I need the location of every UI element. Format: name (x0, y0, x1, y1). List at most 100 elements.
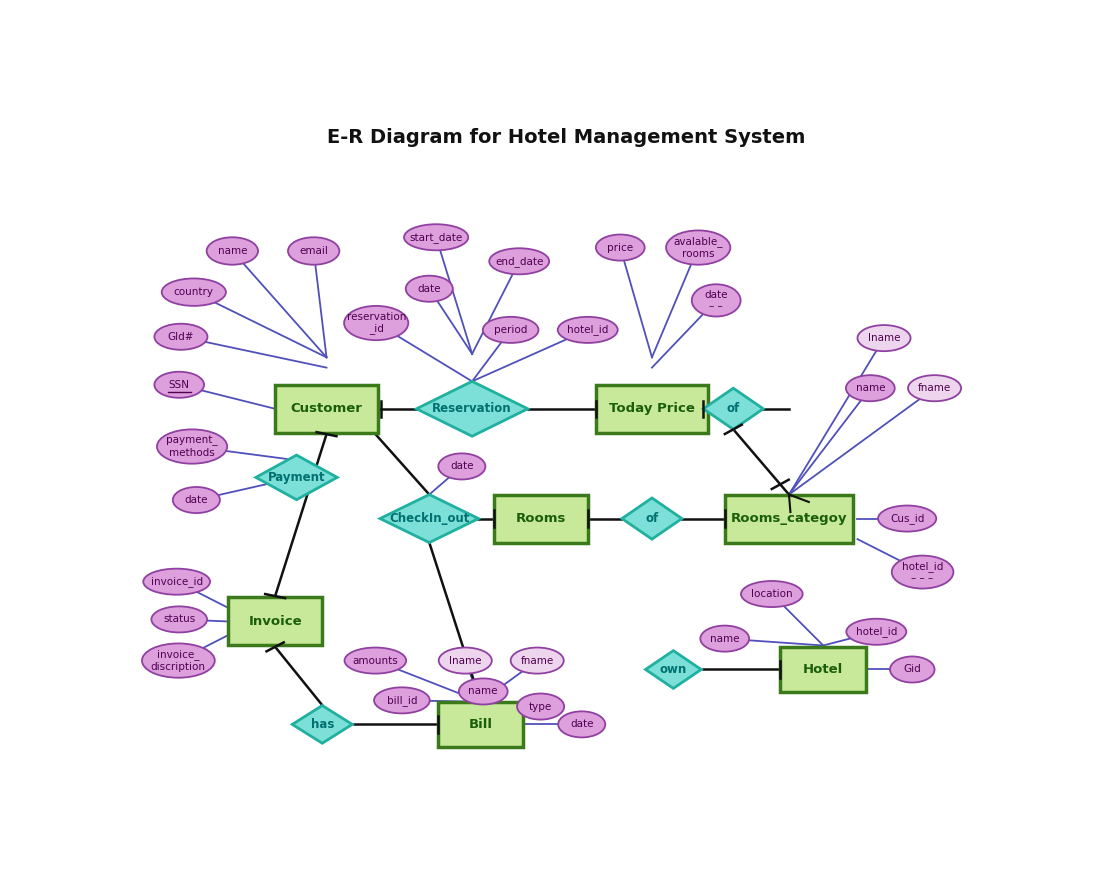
Text: name: name (855, 383, 885, 393)
Text: avalable_
rooms: avalable_ rooms (673, 236, 723, 258)
Ellipse shape (406, 275, 453, 302)
Text: Gid: Gid (904, 665, 922, 674)
Text: Invoice: Invoice (249, 615, 302, 628)
Text: has: has (311, 718, 334, 731)
Text: lname: lname (867, 333, 901, 343)
Text: date: date (570, 719, 593, 730)
Ellipse shape (846, 618, 906, 645)
Text: name: name (218, 246, 248, 256)
Polygon shape (645, 650, 702, 689)
Ellipse shape (151, 607, 207, 633)
FancyBboxPatch shape (438, 702, 524, 747)
Text: Cus_id: Cus_id (890, 513, 925, 524)
Text: hotel_id
– – –: hotel_id – – – (902, 560, 944, 584)
Text: Rooms_categoy: Rooms_categoy (730, 512, 848, 525)
Polygon shape (417, 381, 528, 437)
Text: date: date (450, 462, 474, 471)
Text: price: price (608, 242, 633, 252)
Ellipse shape (345, 648, 407, 674)
FancyBboxPatch shape (780, 647, 866, 691)
Ellipse shape (439, 454, 485, 479)
Ellipse shape (161, 278, 225, 306)
Ellipse shape (288, 237, 339, 265)
Ellipse shape (144, 568, 210, 594)
Ellipse shape (155, 372, 204, 397)
Ellipse shape (558, 711, 606, 738)
Ellipse shape (596, 234, 644, 260)
Ellipse shape (666, 231, 730, 265)
Polygon shape (293, 706, 352, 743)
Ellipse shape (459, 678, 507, 705)
Ellipse shape (558, 317, 618, 343)
Text: Customer: Customer (291, 403, 362, 415)
Text: Payment: Payment (267, 471, 325, 484)
Text: location: location (751, 589, 792, 599)
Text: date: date (418, 283, 441, 294)
Ellipse shape (878, 505, 936, 532)
Text: invoice_
discription: invoice_ discription (151, 650, 206, 672)
Ellipse shape (692, 284, 740, 316)
FancyBboxPatch shape (597, 385, 707, 433)
Ellipse shape (157, 429, 228, 463)
Polygon shape (703, 388, 764, 429)
Text: date
– –: date – – (704, 290, 728, 311)
Text: bill_id: bill_id (387, 695, 418, 706)
Ellipse shape (741, 581, 802, 607)
Ellipse shape (908, 375, 961, 401)
Ellipse shape (490, 249, 549, 274)
Ellipse shape (375, 687, 430, 714)
Text: CheckIn_out: CheckIn_out (389, 512, 470, 525)
Text: E-R Diagram for Hotel Management System: E-R Diagram for Hotel Management System (327, 128, 806, 147)
Polygon shape (622, 498, 682, 539)
Text: SSN: SSN (169, 380, 190, 389)
Ellipse shape (439, 648, 492, 674)
Text: invoice_id: invoice_id (150, 576, 202, 587)
Text: status: status (164, 615, 196, 625)
Text: type: type (529, 701, 552, 712)
Text: date: date (185, 495, 208, 505)
Text: Today Price: Today Price (609, 403, 695, 415)
Ellipse shape (141, 643, 214, 678)
Ellipse shape (172, 487, 220, 513)
Ellipse shape (344, 306, 409, 340)
Ellipse shape (517, 693, 565, 720)
FancyBboxPatch shape (228, 598, 323, 645)
Text: start_date: start_date (410, 232, 463, 242)
Text: of: of (645, 512, 659, 525)
Text: amounts: amounts (352, 656, 398, 666)
Ellipse shape (404, 225, 469, 250)
Text: Rooms: Rooms (515, 512, 566, 525)
Text: payment_
methods: payment_ methods (166, 436, 218, 457)
Ellipse shape (892, 556, 954, 589)
Text: name: name (469, 686, 498, 697)
Text: hotel_id: hotel_id (567, 324, 609, 335)
Text: period: period (494, 325, 527, 335)
FancyBboxPatch shape (494, 495, 588, 543)
Text: country: country (173, 287, 213, 298)
Ellipse shape (511, 648, 564, 674)
Text: hotel_id: hotel_id (855, 626, 897, 637)
Polygon shape (380, 495, 478, 543)
Ellipse shape (890, 657, 935, 683)
Ellipse shape (701, 625, 749, 651)
Text: lname: lname (449, 656, 482, 666)
Ellipse shape (846, 375, 895, 401)
Text: name: name (711, 634, 739, 643)
Ellipse shape (857, 325, 911, 351)
Text: fname: fname (520, 656, 554, 666)
Text: Hotel: Hotel (803, 663, 843, 676)
Ellipse shape (483, 317, 538, 343)
Text: Reservation: Reservation (432, 403, 512, 415)
Text: own: own (660, 663, 687, 676)
Text: fname: fname (918, 383, 951, 393)
Text: reservation
_id: reservation _id (347, 312, 406, 334)
Text: GId#: GId# (168, 331, 194, 342)
Ellipse shape (207, 237, 259, 265)
Ellipse shape (155, 323, 208, 350)
Text: email: email (299, 246, 328, 256)
Text: end_date: end_date (495, 256, 544, 266)
Text: of: of (727, 403, 740, 415)
Polygon shape (256, 455, 337, 500)
Text: Bill: Bill (469, 718, 493, 731)
FancyBboxPatch shape (725, 495, 853, 543)
